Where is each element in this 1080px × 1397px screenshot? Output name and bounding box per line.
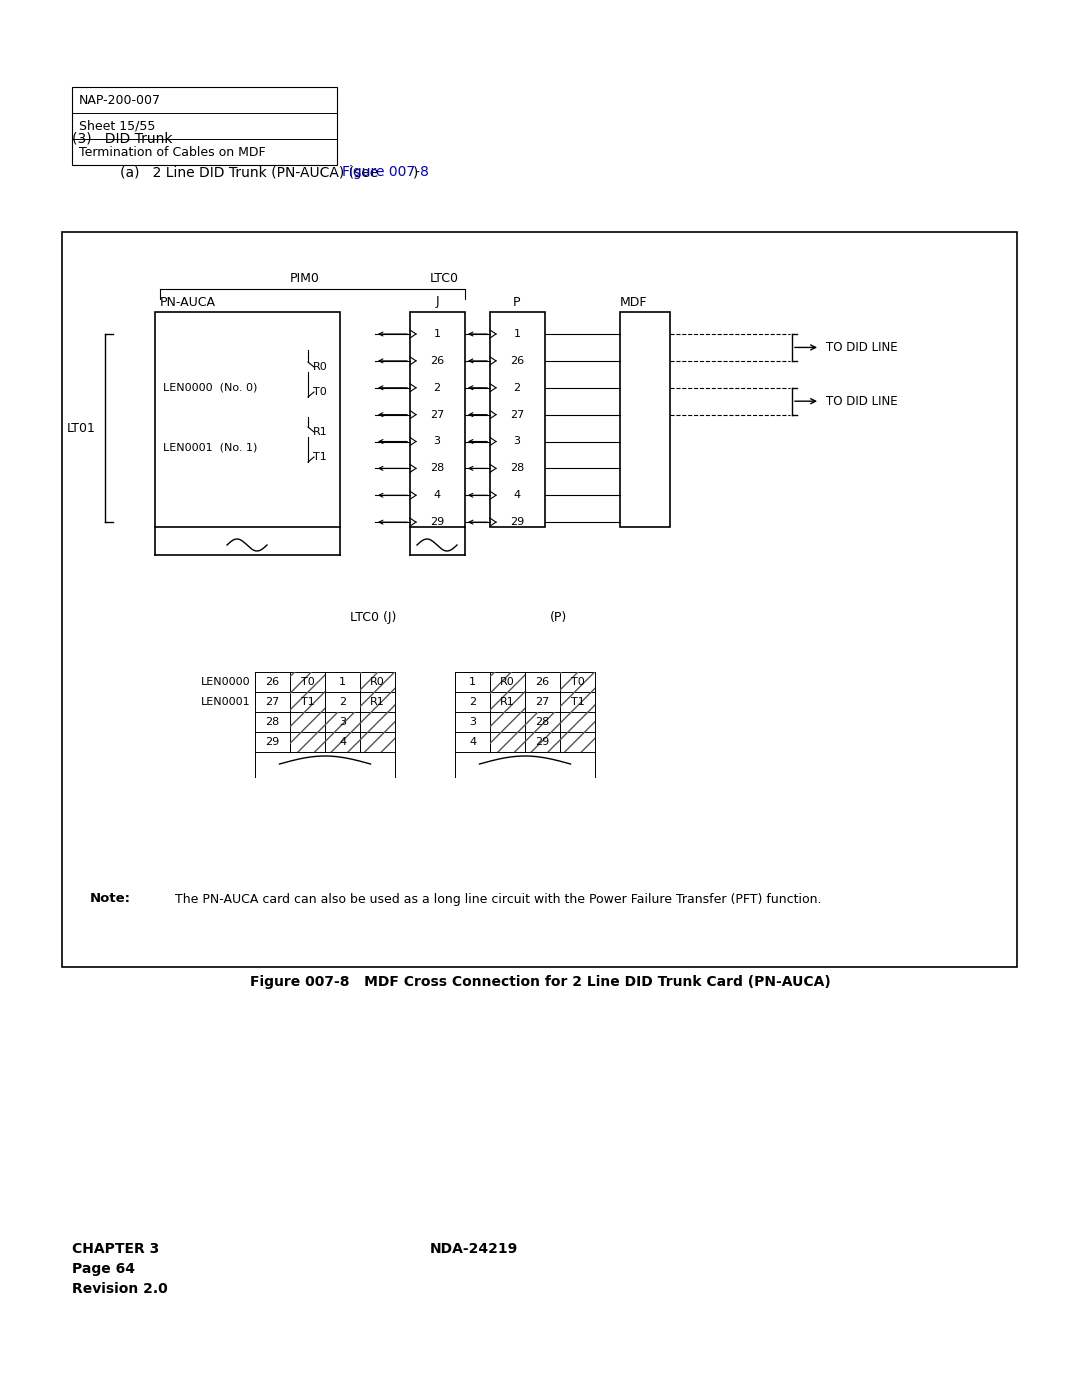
Bar <box>561 732 595 752</box>
Text: T0: T0 <box>570 678 584 687</box>
Text: TO DID LINE: TO DID LINE <box>826 341 897 353</box>
Text: 28: 28 <box>430 464 444 474</box>
Text: 3: 3 <box>469 717 476 726</box>
Text: 3: 3 <box>339 717 346 726</box>
Text: LTC0: LTC0 <box>430 272 459 285</box>
Bar <box>620 312 670 527</box>
Text: P: P <box>513 296 521 309</box>
Text: Figure 007-8: Figure 007-8 <box>342 165 429 179</box>
Bar <box>360 732 395 752</box>
Bar <box>561 672 595 692</box>
Text: T1: T1 <box>300 697 314 707</box>
Bar <box>291 712 325 732</box>
Bar <box>490 692 525 712</box>
Text: 1: 1 <box>339 678 346 687</box>
Text: LEN0001: LEN0001 <box>201 697 249 707</box>
Text: R0: R0 <box>500 678 515 687</box>
Text: 28: 28 <box>536 717 550 726</box>
Text: 28: 28 <box>510 464 524 474</box>
Text: LEN0000: LEN0000 <box>201 678 249 687</box>
Text: 29: 29 <box>536 738 550 747</box>
Text: 26: 26 <box>510 356 524 366</box>
Text: 2: 2 <box>469 697 476 707</box>
Text: Page 64: Page 64 <box>72 1261 135 1275</box>
Text: Termination of Cables on MDF: Termination of Cables on MDF <box>79 145 266 158</box>
Text: LTC0 (J): LTC0 (J) <box>350 610 396 623</box>
Text: 2: 2 <box>339 697 346 707</box>
Bar <box>325 712 360 732</box>
Bar <box>490 732 525 752</box>
Text: Figure 007-8   MDF Cross Connection for 2 Line DID Trunk Card (PN-AUCA): Figure 007-8 MDF Cross Connection for 2 … <box>249 975 831 989</box>
Bar <box>490 712 525 732</box>
Bar <box>291 732 325 752</box>
Text: T0: T0 <box>300 678 314 687</box>
Text: Note:: Note: <box>90 893 131 905</box>
Bar <box>525 712 561 732</box>
Text: R1: R1 <box>370 697 384 707</box>
Text: 29: 29 <box>266 738 280 747</box>
Text: 3: 3 <box>433 436 441 447</box>
Text: PIM0: PIM0 <box>291 272 320 285</box>
Bar <box>360 672 395 692</box>
Text: NAP-200-007: NAP-200-007 <box>79 94 161 106</box>
Text: 27: 27 <box>430 409 444 419</box>
Text: R0: R0 <box>312 362 327 372</box>
Text: 1: 1 <box>469 678 476 687</box>
Text: The PN-AUCA card can also be used as a long line circuit with the Power Failure : The PN-AUCA card can also be used as a l… <box>175 893 822 905</box>
Text: 29: 29 <box>430 517 444 527</box>
Text: T1: T1 <box>313 453 327 462</box>
Bar <box>360 692 395 712</box>
Text: (3)   DID Trunk: (3) DID Trunk <box>72 131 173 147</box>
Text: J: J <box>435 296 438 309</box>
Text: 4: 4 <box>513 490 521 500</box>
Text: 27: 27 <box>510 409 524 419</box>
Text: 26: 26 <box>266 678 280 687</box>
Bar <box>561 692 595 712</box>
Bar <box>360 712 395 732</box>
Text: Revision 2.0: Revision 2.0 <box>72 1282 167 1296</box>
Text: 4: 4 <box>433 490 441 500</box>
Text: 27: 27 <box>266 697 280 707</box>
Text: PN-AUCA: PN-AUCA <box>160 296 216 309</box>
Text: 1: 1 <box>513 330 521 339</box>
Text: R1: R1 <box>500 697 515 707</box>
Bar <box>156 312 340 527</box>
Bar <box>291 692 325 712</box>
Text: R1: R1 <box>312 427 327 437</box>
Text: TO DID LINE: TO DID LINE <box>826 395 897 408</box>
Text: 2: 2 <box>433 383 441 393</box>
Bar <box>72 87 337 165</box>
Bar <box>291 672 325 692</box>
Bar <box>490 672 525 692</box>
Text: LT01: LT01 <box>67 422 96 434</box>
Text: R0: R0 <box>370 678 384 687</box>
Text: Sheet 15/55: Sheet 15/55 <box>79 120 156 133</box>
Text: ): ) <box>413 165 418 179</box>
Text: 4: 4 <box>469 738 476 747</box>
Text: 4: 4 <box>339 738 346 747</box>
Text: 28: 28 <box>266 717 280 726</box>
Text: (a)   2 Line DID Trunk (PN-AUCA) (see: (a) 2 Line DID Trunk (PN-AUCA) (see <box>120 165 382 179</box>
Text: NDA-24219: NDA-24219 <box>430 1242 518 1256</box>
Text: LEN0000  (No. 0): LEN0000 (No. 0) <box>163 381 257 393</box>
Text: 2: 2 <box>513 383 521 393</box>
Text: LEN0001  (No. 1): LEN0001 (No. 1) <box>163 441 257 453</box>
Text: 3: 3 <box>513 436 521 447</box>
Text: 29: 29 <box>510 517 524 527</box>
Text: 27: 27 <box>536 697 550 707</box>
Text: CHAPTER 3: CHAPTER 3 <box>72 1242 159 1256</box>
Bar <box>525 732 561 752</box>
Bar <box>561 712 595 732</box>
Bar <box>410 312 465 527</box>
Bar <box>490 312 545 527</box>
Text: MDF: MDF <box>620 296 648 309</box>
Text: T0: T0 <box>313 387 327 397</box>
Text: 26: 26 <box>536 678 550 687</box>
Text: (P): (P) <box>550 610 567 623</box>
Bar <box>62 232 1017 967</box>
Text: 1: 1 <box>433 330 441 339</box>
Bar <box>325 732 360 752</box>
Text: 26: 26 <box>430 356 444 366</box>
Text: T1: T1 <box>570 697 584 707</box>
